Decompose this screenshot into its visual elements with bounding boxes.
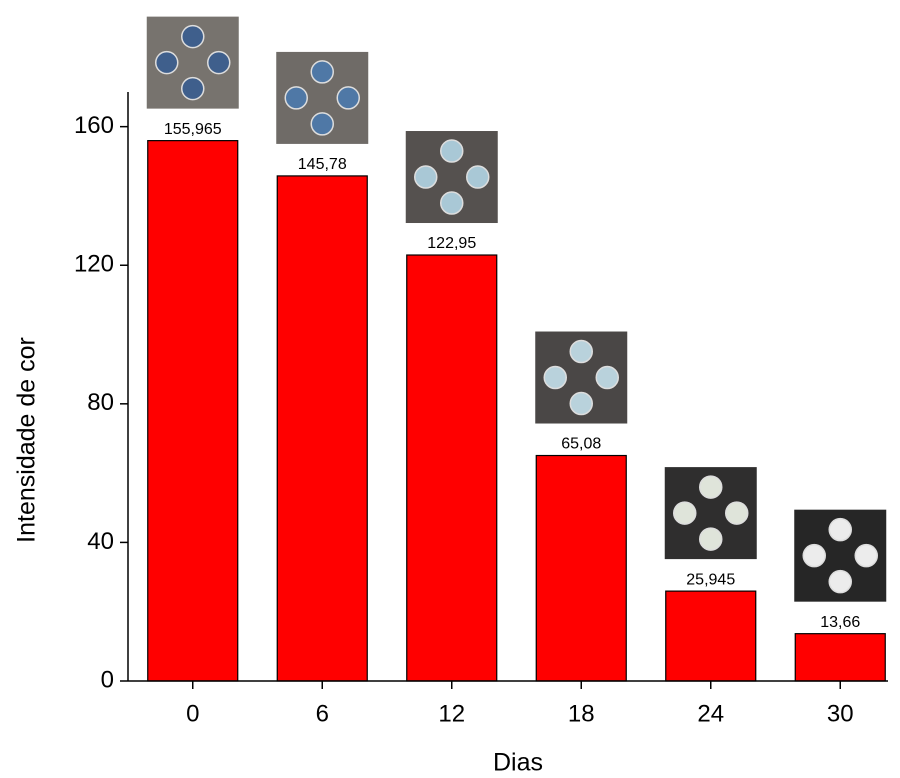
- sample-well: [802, 543, 826, 568]
- x-tick-label: 12: [438, 700, 465, 727]
- bar: [406, 254, 498, 682]
- sample-well: [181, 76, 205, 101]
- x-axis-label: Dias: [493, 749, 543, 777]
- sample-well: [543, 365, 567, 390]
- y-tick-label: 120: [74, 251, 114, 278]
- sample-photo: [276, 51, 369, 144]
- y-tick-label: 0: [101, 666, 114, 693]
- sample-well: [595, 365, 619, 390]
- sample-well: [155, 50, 179, 75]
- sample-photo: [664, 467, 757, 560]
- sample-well: [440, 139, 464, 163]
- sample-well: [207, 50, 231, 75]
- sample-well: [466, 165, 490, 189]
- sample-well: [725, 501, 749, 525]
- sample-photo: [794, 509, 887, 602]
- sample-well: [336, 86, 360, 110]
- sample-well: [854, 543, 878, 568]
- sample-photo: [535, 331, 628, 424]
- sample-well: [828, 569, 852, 594]
- sample-well: [284, 86, 308, 110]
- x-tick-label: 24: [697, 700, 724, 727]
- sample-well: [414, 165, 438, 189]
- sample-well: [569, 391, 593, 416]
- x-tick-label: 30: [827, 700, 854, 727]
- bar: [535, 454, 627, 682]
- sample-well: [569, 339, 593, 364]
- x-tick-label: 18: [568, 700, 595, 727]
- sample-well: [673, 501, 697, 525]
- y-axis-label: Intensidade de cor: [13, 337, 41, 543]
- sample-well: [310, 112, 334, 136]
- y-tick-label: 40: [87, 528, 114, 555]
- value-label: 122,95: [427, 235, 476, 252]
- value-label: 145,78: [298, 156, 347, 173]
- sample-well: [699, 475, 723, 499]
- sample-well: [828, 517, 852, 542]
- bar: [147, 140, 239, 682]
- sample-photo: [405, 131, 498, 224]
- value-label: 25,945: [686, 571, 735, 588]
- value-label: 13,66: [820, 614, 860, 631]
- bar: [794, 633, 886, 682]
- sample-well: [699, 527, 723, 551]
- value-label: 65,08: [561, 436, 601, 453]
- sample-well: [440, 191, 464, 215]
- y-tick-label: 80: [87, 389, 114, 416]
- bar: [276, 175, 368, 682]
- sample-photo: [146, 16, 239, 109]
- sample-well: [310, 60, 334, 84]
- y-tick-label: 160: [74, 112, 114, 139]
- x-tick-label: 0: [186, 700, 199, 727]
- value-label: 155,965: [164, 121, 222, 138]
- x-tick-label: 6: [316, 700, 329, 727]
- bar: [665, 590, 757, 682]
- sample-well: [181, 24, 205, 49]
